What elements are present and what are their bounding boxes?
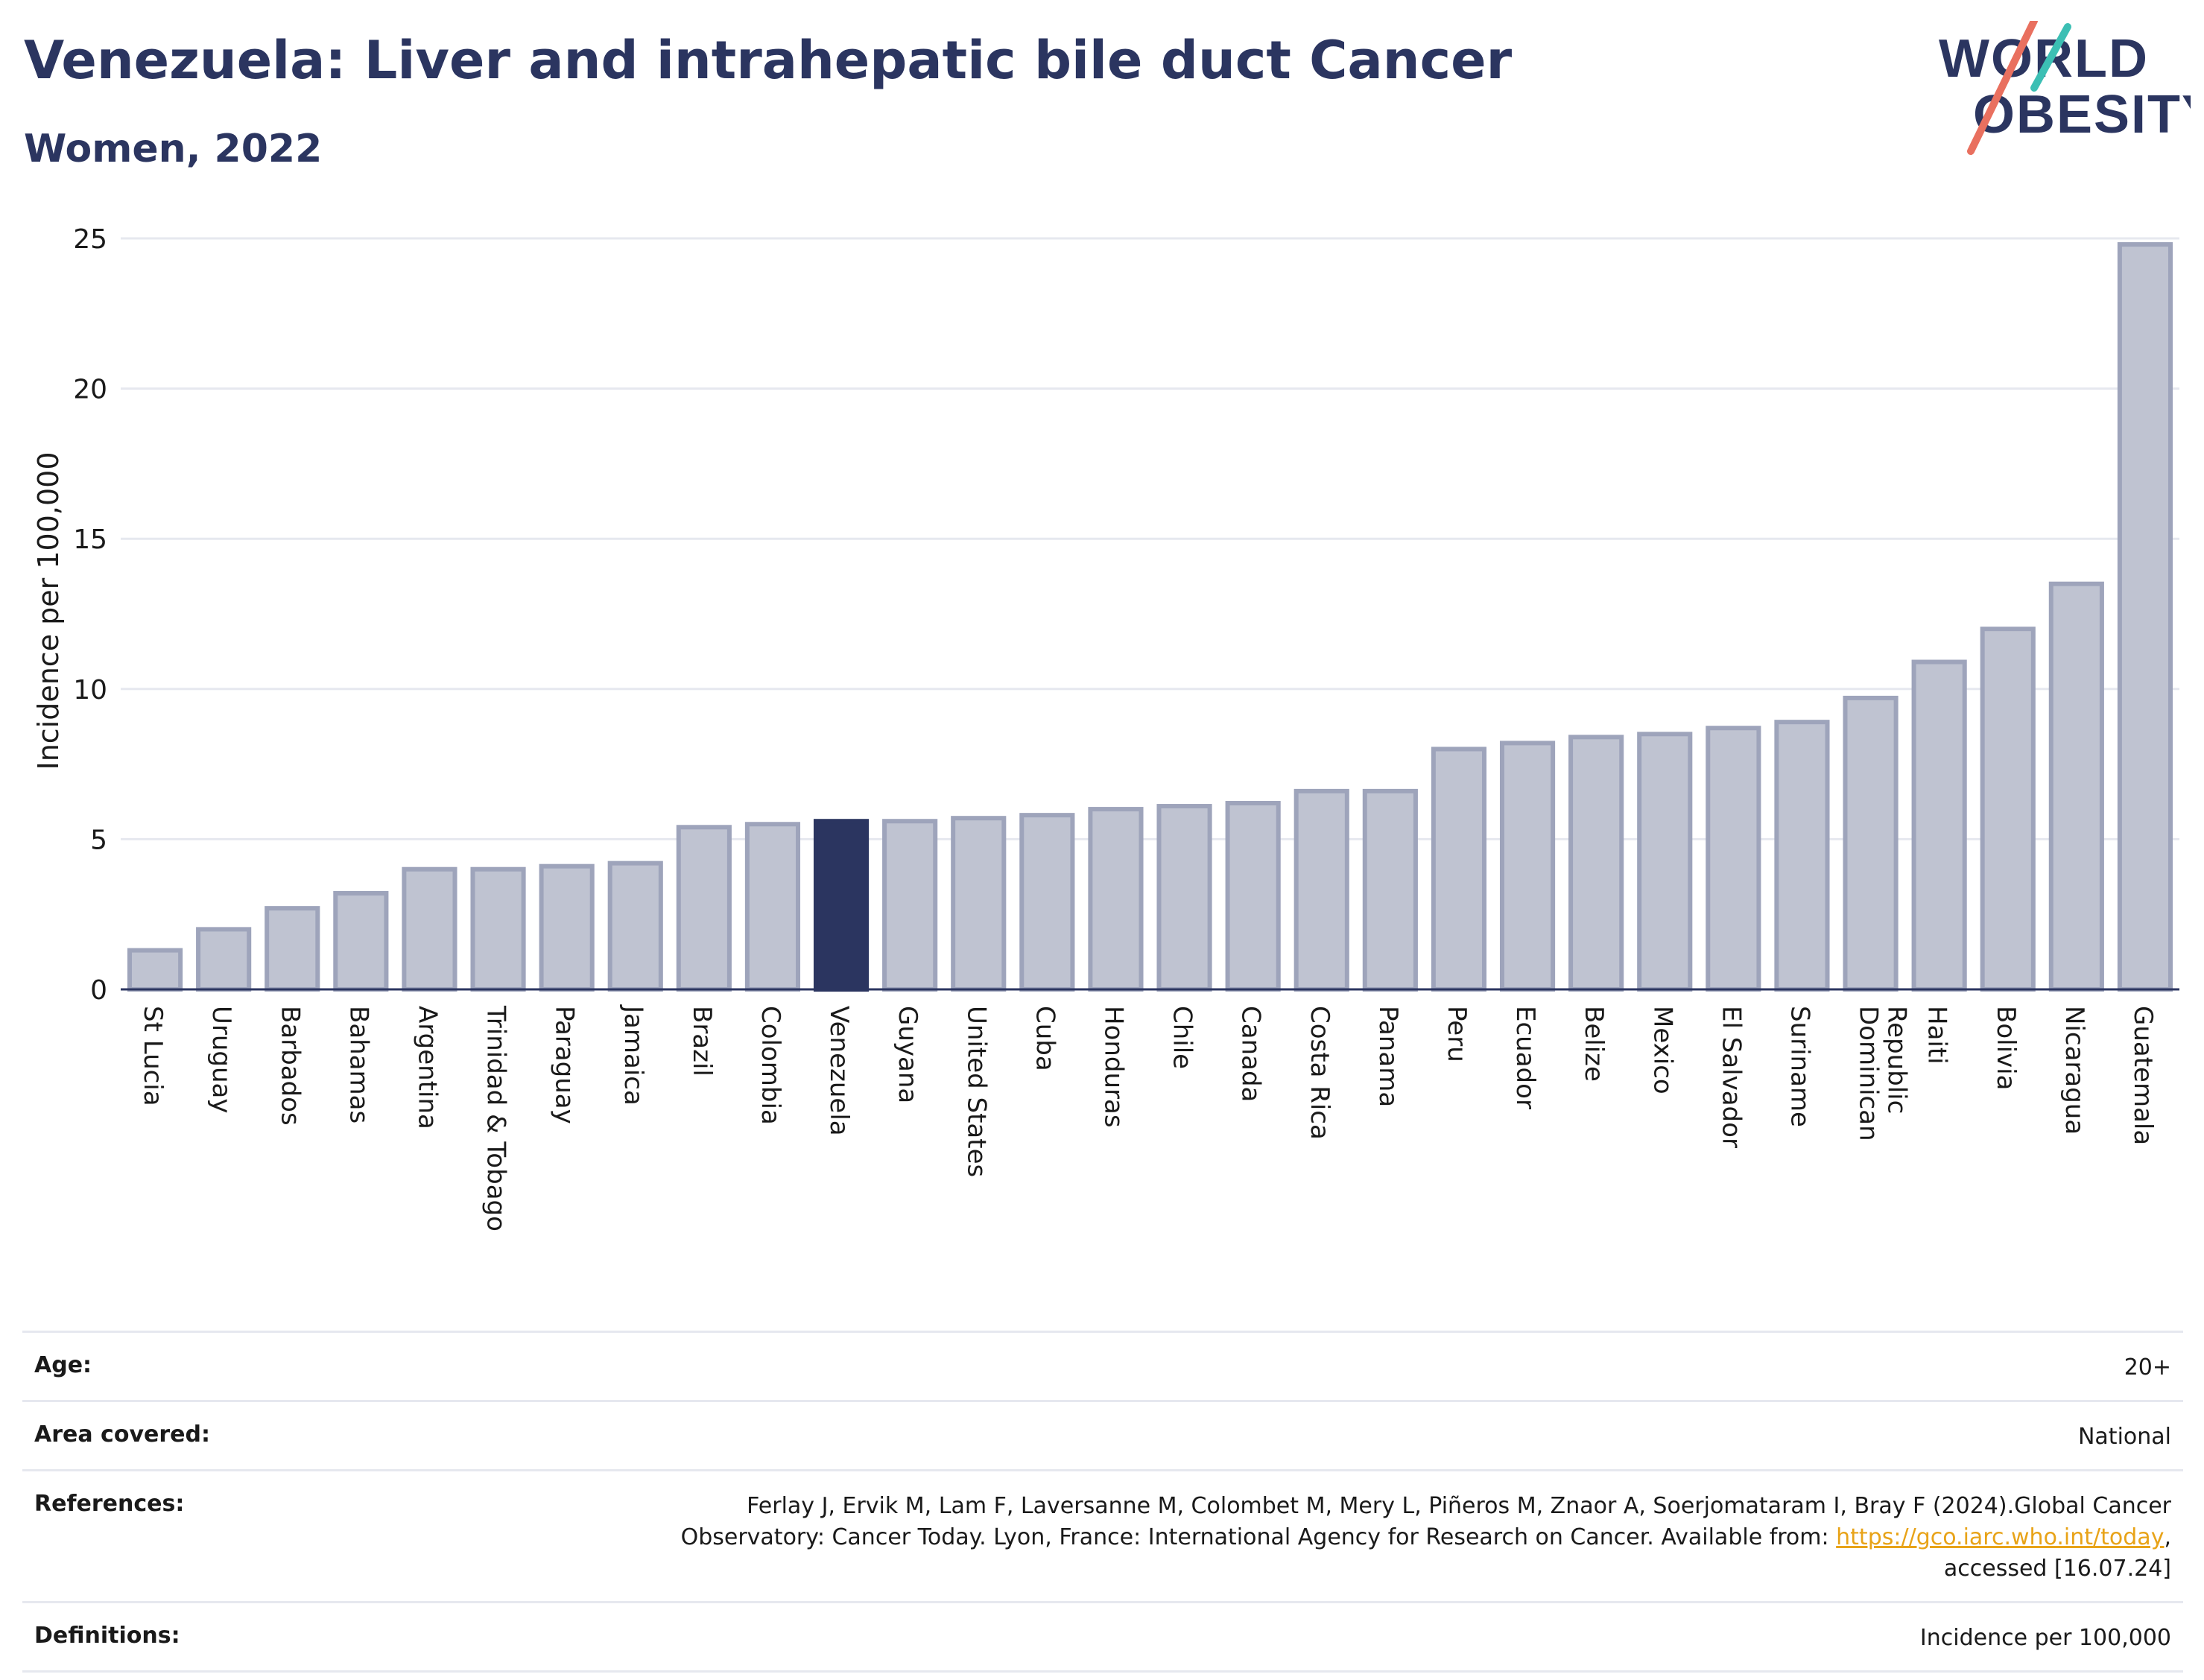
x-tick-label: DominicanRepublic: [1854, 1006, 1912, 1141]
x-tick-label: United States: [961, 1006, 991, 1177]
bar-belize: [1568, 735, 1624, 992]
x-tick-label: Ecuador: [1510, 1006, 1540, 1109]
x-tick-label: Uruguay: [206, 1006, 236, 1114]
bar-suriname: [1774, 720, 1830, 992]
x-tick-label: Honduras: [1098, 1006, 1128, 1128]
references-value: Ferlay J, Ervik M, Lam F, Laversanne M, …: [347, 1491, 2171, 1585]
bar-argentina: [402, 866, 457, 992]
references-label: References:: [34, 1491, 185, 1517]
x-tick-label: Barbados: [275, 1006, 305, 1126]
info-row-references: References: Ferlay J, Ervik M, Lam F, La…: [22, 1469, 2183, 1601]
x-tick-label: Argentina: [412, 1006, 442, 1129]
bars: [127, 242, 2173, 992]
bar-honduras: [1088, 807, 1144, 992]
bar-mexico: [1637, 732, 1693, 992]
x-tick-label: Guyana: [893, 1006, 922, 1103]
y-tick-label: 20: [73, 375, 107, 405]
bar-st-lucia: [127, 948, 183, 992]
x-tick-label: Canada: [1236, 1006, 1266, 1102]
bar-trinidad-tobago: [470, 866, 526, 992]
info-row-definitions: Definitions: Incidence per 100,000: [22, 1601, 2183, 1673]
bar-bolivia: [1980, 627, 2036, 992]
x-tick-label: St Lucia: [138, 1006, 168, 1106]
bar-cuba: [1019, 813, 1075, 992]
bar-brazil: [676, 825, 732, 992]
bar-united-states: [951, 816, 1007, 992]
references-line1: Ferlay J, Ervik M, Lam F, Laversanne M, …: [747, 1493, 2171, 1519]
bar-guyana: [882, 819, 938, 992]
logo-line2: OBESITY: [1973, 85, 2191, 145]
y-tick-label: 10: [73, 675, 107, 706]
info-row-age: Age: 20+: [22, 1331, 2183, 1400]
x-tick-label: Panama: [1373, 1006, 1403, 1107]
age-value: 20+: [2124, 1354, 2171, 1381]
bar-canada: [1225, 801, 1281, 992]
bar-bahamas: [333, 890, 389, 992]
x-tick-label: Peru: [1442, 1006, 1472, 1062]
bar-chile: [1156, 804, 1212, 992]
references-link[interactable]: https://gco.iarc.who.int/today: [1836, 1524, 2165, 1550]
y-tick-label: 0: [90, 975, 107, 1006]
x-tick-label: Bahamas: [343, 1006, 373, 1123]
area-value: National: [2077, 1424, 2171, 1450]
area-label: Area covered:: [34, 1421, 210, 1448]
x-tick-label: El Salvador: [1716, 1006, 1746, 1148]
x-tick-label: Venezuela: [824, 1006, 854, 1136]
logo-slash-teal: [2030, 23, 2071, 92]
bar-chart: 0 5 10 15 20 25 St Lucia Uruguay Barbados Bahamas…: [32, 224, 2179, 1232]
bar-nicaragua: [2048, 581, 2104, 992]
y-tick-label: 15: [73, 524, 107, 555]
definitions-value: Incidence per 100,000: [1919, 1625, 2171, 1651]
x-tick-label: Costa Rica: [1305, 1006, 1334, 1140]
page-title: Venezuela: Liver and intrahepatic bile d…: [24, 30, 1513, 91]
x-tick-label: Trinidad & Tobago: [481, 1005, 511, 1232]
y-axis-label: Incidence per 100,000: [32, 451, 65, 770]
bar-paraguay: [539, 863, 595, 992]
y-tick-label: 5: [90, 825, 107, 855]
bar-jamaica: [607, 860, 663, 992]
bar-venezuela: [813, 819, 870, 992]
bar-haiti: [1911, 659, 1967, 992]
x-tick-label: Brazil: [687, 1006, 717, 1077]
x-tick-label: Bolivia: [1991, 1006, 2021, 1090]
bar-uruguay: [196, 927, 252, 992]
x-tick-label: Cuba: [1030, 1006, 1060, 1071]
x-tick-label: Haiti: [1922, 1006, 1952, 1065]
x-tick-label: Jamaica: [618, 1004, 648, 1106]
grid-lines: [121, 237, 2179, 840]
world-obesity-logo: WORLD OBESITY: [1939, 21, 2191, 155]
references-line2-suffix: ,: [2164, 1524, 2171, 1550]
axes: 0 5 10 15 20 25 St Lucia Uruguay Barbados Bahamas…: [73, 224, 2179, 1232]
bar-panama: [1362, 788, 1418, 992]
bar-ecuador: [1499, 741, 1556, 992]
info-row-area: Area covered: National: [22, 1400, 2183, 1469]
bar-barbados: [265, 906, 320, 992]
bar-peru: [1431, 747, 1487, 992]
bar-colombia: [744, 822, 801, 992]
x-tick-label: Chile: [1168, 1006, 1197, 1069]
definitions-label: Definitions:: [34, 1623, 180, 1649]
x-tick-label: Guatemala: [2128, 1006, 2158, 1145]
x-tick-label: Nicaragua: [2059, 1006, 2089, 1135]
references-line2: Observatory: Cancer Today. Lyon, France:…: [347, 1522, 2171, 1553]
x-tick-label: Belize: [1579, 1006, 1609, 1082]
info-table: Age: 20+ Area covered: National Referenc…: [22, 1331, 2183, 1673]
page-subtitle: Women, 2022: [24, 127, 323, 171]
references-line3: accessed [16.07.24]: [1943, 1556, 2171, 1582]
references-line2-prefix: Observatory: Cancer Today. Lyon, France:…: [680, 1524, 1837, 1550]
bar-dominican-republic: [1843, 695, 1899, 992]
x-tick-label: Colombia: [756, 1006, 785, 1125]
age-label: Age:: [34, 1352, 92, 1378]
bar-guatemala: [2117, 242, 2173, 992]
x-tick-label: Paraguay: [550, 1006, 580, 1124]
bar-el-salvador: [1706, 726, 1761, 992]
x-tick-label: Suriname: [1785, 1006, 1814, 1127]
bar-costa-rica: [1293, 788, 1349, 992]
logo-slash-coral: [1967, 21, 2038, 155]
x-tick-label: Mexico: [1647, 1006, 1677, 1094]
y-tick-label: 25: [73, 224, 107, 255]
